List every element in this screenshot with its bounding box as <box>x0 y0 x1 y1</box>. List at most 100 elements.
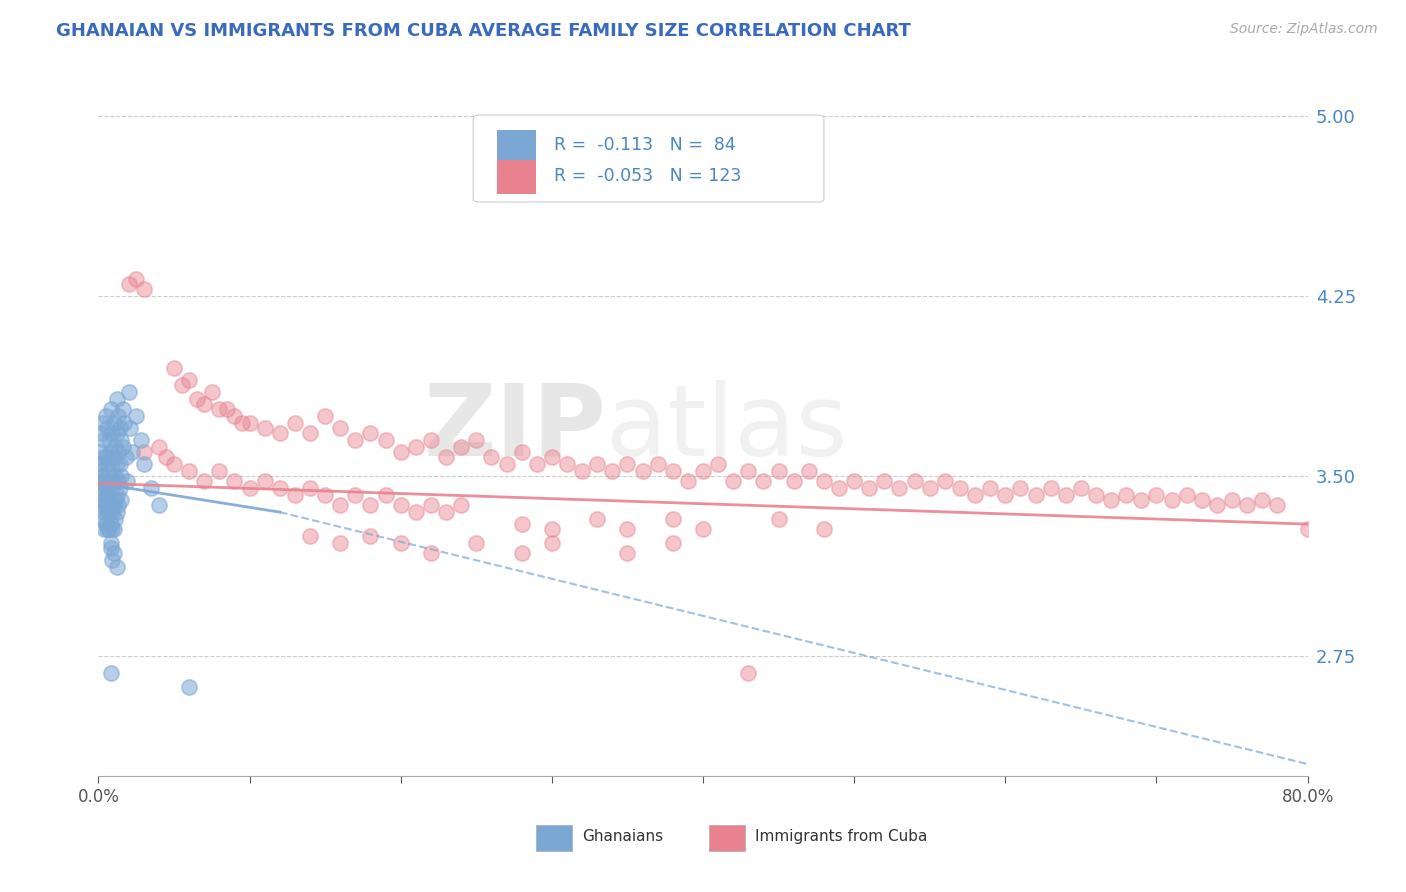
Point <box>93 493 115 508</box>
Bar <box>536 825 572 851</box>
Point <box>121 445 143 459</box>
Point <box>1024 488 1046 502</box>
Point <box>828 481 851 495</box>
Point <box>661 512 683 526</box>
Point <box>299 529 322 543</box>
Point <box>100 541 122 555</box>
Point <box>120 421 142 435</box>
Point <box>96 421 118 435</box>
Point <box>110 469 132 483</box>
Point <box>94 450 117 464</box>
Point <box>1085 488 1108 502</box>
Point <box>1160 493 1182 508</box>
Point <box>253 474 276 488</box>
Point <box>389 445 412 459</box>
Point <box>465 433 488 447</box>
Point <box>692 522 714 536</box>
Point <box>555 457 578 471</box>
Point <box>949 481 972 495</box>
Point <box>299 481 322 495</box>
Point <box>1206 498 1229 512</box>
Point <box>873 474 896 488</box>
Point <box>918 481 941 495</box>
Point <box>344 433 367 447</box>
Point <box>179 373 201 387</box>
Text: GHANAIAN VS IMMIGRANTS FROM CUBA AVERAGE FAMILY SIZE CORRELATION CHART: GHANAIAN VS IMMIGRANTS FROM CUBA AVERAGE… <box>56 22 911 40</box>
Point <box>98 522 121 536</box>
Point <box>768 512 790 526</box>
Point <box>111 401 134 416</box>
Point <box>329 421 352 435</box>
Point <box>129 433 152 447</box>
Point <box>94 409 117 424</box>
Point <box>752 474 775 488</box>
Point <box>510 517 533 532</box>
Point <box>1130 493 1153 508</box>
Text: ZIP: ZIP <box>423 380 606 476</box>
Point <box>186 392 208 407</box>
Point <box>104 512 127 526</box>
Point <box>105 425 128 440</box>
Point <box>132 282 155 296</box>
Point <box>101 505 124 519</box>
Point <box>661 464 683 478</box>
Point <box>94 498 117 512</box>
Point <box>844 474 866 488</box>
Point <box>965 488 987 502</box>
Point <box>314 488 336 502</box>
Point <box>103 450 125 464</box>
Point <box>374 488 396 502</box>
Point <box>616 522 638 536</box>
Point <box>179 464 201 478</box>
Point <box>101 522 124 536</box>
Point <box>125 409 148 424</box>
Point <box>329 536 352 550</box>
Point <box>465 536 488 550</box>
Point <box>107 498 129 512</box>
Point <box>104 469 127 483</box>
Point <box>170 378 193 392</box>
Point <box>89 457 111 471</box>
Text: atlas: atlas <box>606 380 848 476</box>
Point <box>103 417 125 431</box>
Point <box>269 481 291 495</box>
Point <box>344 488 367 502</box>
Point <box>586 512 609 526</box>
Point <box>420 498 443 512</box>
Point <box>420 546 443 560</box>
Bar <box>498 130 536 164</box>
Point <box>89 445 111 459</box>
Point <box>104 493 127 508</box>
Point <box>737 464 759 478</box>
Point <box>91 469 114 483</box>
Point <box>201 385 224 400</box>
Point <box>155 450 177 464</box>
Point <box>132 445 155 459</box>
Point <box>96 505 118 519</box>
Point <box>105 457 128 471</box>
Point <box>103 522 125 536</box>
Point <box>1010 481 1032 495</box>
Point <box>91 450 114 464</box>
Point <box>90 425 112 440</box>
Point <box>647 457 669 471</box>
Point <box>1099 493 1122 508</box>
Point <box>148 498 170 512</box>
Point <box>100 665 122 680</box>
Point <box>100 498 122 512</box>
Point <box>179 680 201 694</box>
Point <box>103 546 125 560</box>
Point <box>107 474 129 488</box>
Point <box>1144 488 1167 502</box>
Point <box>90 498 112 512</box>
Text: R =  -0.053   N = 123: R = -0.053 N = 123 <box>554 167 741 185</box>
Text: Ghanaians: Ghanaians <box>582 829 664 844</box>
Point <box>115 474 138 488</box>
Point <box>105 392 128 407</box>
Point <box>118 277 141 292</box>
Point <box>110 493 132 508</box>
Point <box>208 464 231 478</box>
Point <box>91 505 114 519</box>
Point <box>141 481 163 495</box>
Point <box>125 272 148 286</box>
